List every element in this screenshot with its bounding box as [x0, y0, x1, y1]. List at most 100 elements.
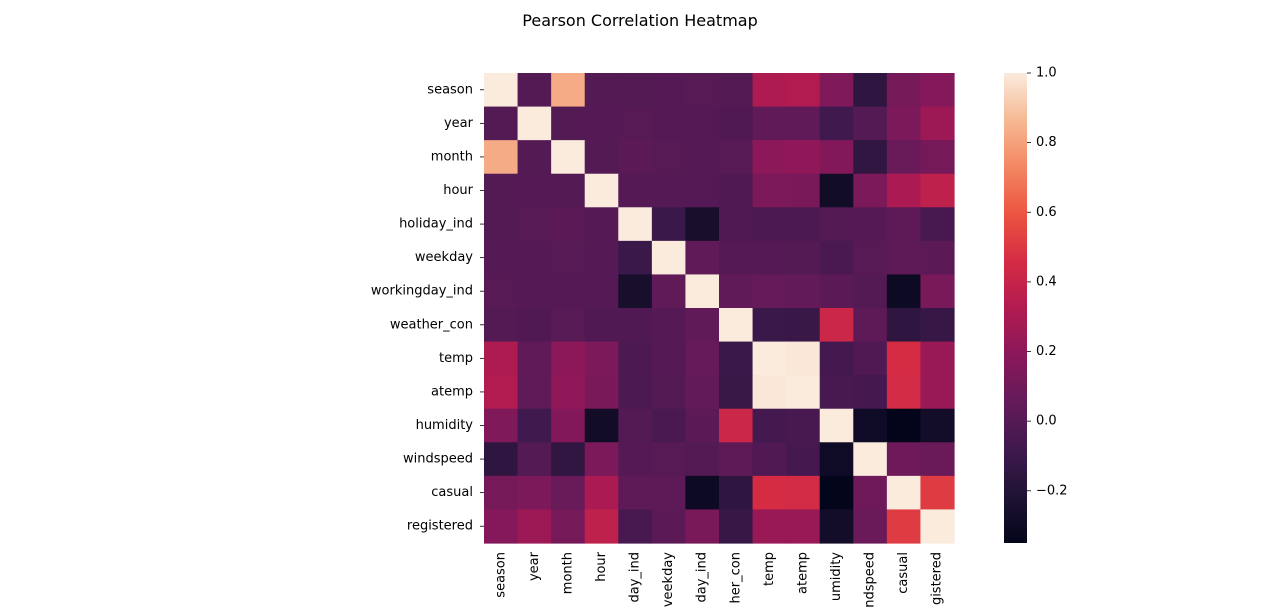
- heatmap-cell: [685, 475, 720, 511]
- heatmap-cell: [484, 173, 519, 208]
- heatmap-cell: [752, 240, 787, 276]
- heatmap-cell: [618, 475, 653, 511]
- heatmap-cell: [719, 341, 754, 376]
- column-tick-label: atemp: [795, 552, 810, 594]
- heatmap-cell: [752, 73, 787, 108]
- heatmap-cell: [920, 341, 955, 376]
- heatmap-cell: [484, 509, 519, 544]
- heatmap-cell: [786, 509, 821, 544]
- heatmap-cell: [618, 106, 653, 141]
- colorbar: [1004, 73, 1027, 543]
- heatmap-cell: [920, 475, 955, 511]
- heatmap-cell: [618, 140, 653, 175]
- heatmap-cell: [517, 207, 552, 242]
- column-tick-label: month: [560, 552, 575, 594]
- heatmap-cell: [651, 173, 687, 208]
- heatmap-cell: [819, 274, 854, 309]
- heatmap-cell: [853, 207, 888, 242]
- heatmap-cell: [651, 475, 687, 511]
- heatmap-cell: [719, 375, 754, 410]
- heatmap-cell: [584, 375, 619, 410]
- heatmap-cell: [886, 207, 922, 242]
- row-tick-label: weekday: [415, 250, 473, 265]
- heatmap-cell: [584, 173, 619, 208]
- heatmap-cell: [719, 274, 754, 309]
- row-tick-label: temp: [439, 351, 473, 366]
- heatmap-cell: [584, 140, 619, 175]
- heatmap-cell: [651, 308, 687, 343]
- heatmap-cell: [819, 341, 854, 376]
- heatmap-cell: [752, 408, 787, 443]
- heatmap-cell: [853, 475, 888, 511]
- column-tick-label: veekday: [661, 552, 676, 607]
- heatmap-cell: [517, 442, 552, 477]
- heatmap-cell: [853, 173, 888, 208]
- heatmap-cell: [584, 442, 619, 477]
- heatmap-cell: [618, 73, 653, 108]
- heatmap-cell: [651, 106, 687, 141]
- heatmap-cell: [819, 140, 854, 175]
- heatmap-cell: [819, 408, 854, 443]
- heatmap-cell: [685, 73, 720, 108]
- heatmap-cell: [584, 73, 619, 108]
- heatmap-cell: [886, 106, 922, 141]
- heatmap-cell: [651, 509, 687, 544]
- heatmap-cell: [551, 442, 586, 477]
- heatmap-cell: [517, 140, 552, 175]
- heatmap-cell: [517, 274, 552, 309]
- heatmap-cell: [517, 408, 552, 443]
- heatmap-cell: [920, 509, 955, 544]
- heatmap-cell: [484, 274, 519, 309]
- heatmap-cell: [651, 240, 687, 276]
- heatmap-cell: [551, 341, 586, 376]
- colorbar-tick-label: 0.4: [1036, 274, 1057, 289]
- row-tick-label: windspeed: [403, 452, 473, 467]
- heatmap-cell: [752, 442, 787, 477]
- colorbar-tick-label: 0.2: [1036, 344, 1057, 359]
- heatmap-cell: [752, 106, 787, 141]
- heatmap-cell: [651, 442, 687, 477]
- heatmap-cell: [719, 408, 754, 443]
- heatmap-cell: [853, 106, 888, 141]
- heatmap-cell: [886, 274, 922, 309]
- heatmap-cell: [484, 341, 519, 376]
- heatmap-cell: [786, 106, 821, 141]
- heatmap-cell: [584, 475, 619, 511]
- heatmap-cell: [920, 240, 955, 276]
- chart-title: Pearson Correlation Heatmap: [522, 11, 757, 30]
- heatmap-cell: [719, 442, 754, 477]
- column-tick-label: ndspeed: [863, 552, 878, 608]
- heatmap-cell: [685, 408, 720, 443]
- heatmap-cell: [517, 173, 552, 208]
- column-tick-label: gistered: [930, 552, 945, 605]
- heatmap-cell: [618, 240, 653, 276]
- heatmap-cell: [819, 240, 854, 276]
- heatmap-cell: [719, 173, 754, 208]
- heatmap-cell: [618, 375, 653, 410]
- heatmap-cell: [651, 140, 687, 175]
- heatmap-cell: [618, 308, 653, 343]
- heatmap-cell: [786, 240, 821, 276]
- heatmap-cell: [517, 106, 552, 141]
- heatmap-cell: [685, 274, 720, 309]
- heatmap-cell: [685, 240, 720, 276]
- row-tick-label: hour: [443, 183, 473, 198]
- heatmap-cell: [853, 408, 888, 443]
- heatmap-cell: [853, 509, 888, 544]
- heatmap-cell: [685, 308, 720, 343]
- heatmap-cell: [886, 442, 922, 477]
- colorbar-tick-label: 1.0: [1036, 66, 1057, 81]
- row-tick-label: holiday_ind: [399, 217, 473, 232]
- row-tick-label: humidity: [416, 418, 474, 433]
- heatmap-cell: [618, 173, 653, 208]
- heatmap-cell: [886, 375, 922, 410]
- heatmap-cell: [786, 207, 821, 242]
- heatmap-cell: [685, 106, 720, 141]
- heatmap-cell: [886, 509, 922, 544]
- heatmap-cell: [517, 73, 552, 108]
- heatmap-cell: [752, 375, 787, 410]
- heatmap-cell: [484, 207, 519, 242]
- colorbar-ticks: −0.2 0.0 0.2 0.4 0.6 0.8 1.0: [1027, 66, 1068, 498]
- heatmap-cell: [886, 475, 922, 511]
